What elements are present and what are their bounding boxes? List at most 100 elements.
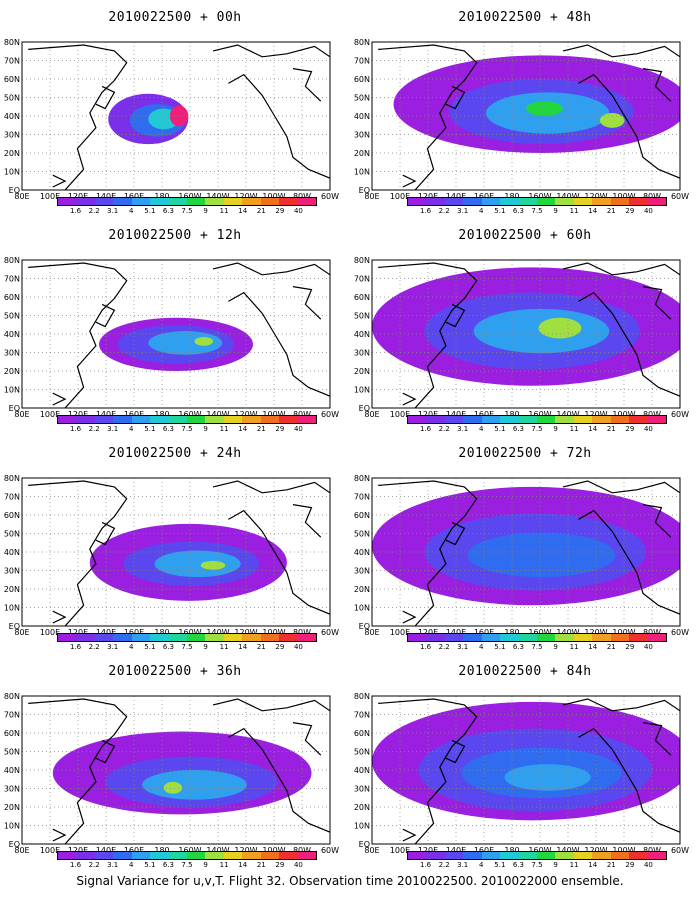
- colorbar-swatch: [592, 198, 611, 205]
- lon-label: 160E: [124, 628, 144, 637]
- variance-region: [142, 770, 247, 800]
- panel-title: 2010022500 + 48h: [458, 10, 592, 25]
- lat-label: 20N: [4, 367, 20, 376]
- coastline: [95, 85, 116, 110]
- lon-label: 120W: [584, 410, 607, 419]
- lat-label: 10N: [354, 604, 370, 613]
- map-frame: [371, 41, 681, 191]
- lon-label: 160E: [124, 192, 144, 201]
- colorbar-swatch: [647, 416, 666, 423]
- colorbar-label: 5.1: [144, 207, 156, 215]
- lon-label: 100W: [262, 846, 285, 855]
- lon-label: 180: [504, 846, 519, 855]
- coastline: [28, 480, 128, 626]
- lon-label: 160W: [528, 410, 551, 419]
- colorbar-swatch: [573, 416, 593, 423]
- coastline: [578, 727, 680, 833]
- coastline: [562, 262, 680, 276]
- lat-label: 10N: [354, 168, 370, 177]
- lat-label: EQ: [359, 622, 370, 631]
- colorbar-swatch: [168, 416, 187, 423]
- colorbar-swatch: [58, 852, 77, 859]
- lon-label: 80E: [14, 846, 29, 855]
- lat-label: 60N: [354, 75, 370, 84]
- coastline: [378, 480, 478, 626]
- colorbar-label: 7.5: [531, 861, 543, 869]
- lat-label: 30N: [354, 349, 370, 358]
- colorbar-label: 40: [643, 861, 653, 869]
- colorbar-label: 3.1: [457, 643, 469, 651]
- variance-region: [154, 550, 241, 578]
- lat-label: EQ: [359, 840, 370, 849]
- colorbar-label: 5.1: [494, 425, 506, 433]
- colorbar-label: 6.3: [512, 643, 524, 651]
- lon-label: 140E: [446, 410, 466, 419]
- lon-label: 100W: [612, 628, 635, 637]
- coastline: [28, 44, 128, 190]
- colorbar-swatch: [242, 198, 261, 205]
- colorbar-label: 2.2: [88, 207, 100, 215]
- colorbar-label: 1.6: [419, 207, 432, 215]
- lat-label: 20N: [354, 585, 370, 594]
- colorbar-label: 4: [479, 861, 484, 869]
- colorbar-label: 2.2: [88, 643, 100, 651]
- lon-label: 180: [504, 192, 519, 201]
- variance-region: [200, 560, 226, 570]
- lat-label: 20N: [354, 149, 370, 158]
- colorbar: [407, 633, 667, 642]
- lat-label: 20N: [4, 149, 20, 158]
- colorbar-label: 5.1: [494, 207, 506, 215]
- coastline: [402, 828, 417, 842]
- variance-region: [169, 105, 189, 127]
- colorbar-swatch: [223, 416, 243, 423]
- lat-label: 10N: [4, 386, 20, 395]
- coastline: [228, 73, 330, 179]
- lon-label: 100E: [40, 846, 60, 855]
- colorbar-label: 1.6: [69, 425, 82, 433]
- panel-title: 2010022500 + 60h: [458, 228, 592, 243]
- lat-label: 80N: [4, 38, 20, 47]
- colorbar-label: 2.2: [438, 861, 450, 869]
- lat-label: 70N: [354, 275, 370, 284]
- coastline: [402, 610, 417, 624]
- lat-label: 60N: [4, 75, 20, 84]
- colorbar-swatch: [536, 634, 556, 641]
- lat-label: 20N: [4, 803, 20, 812]
- colorbar-swatch: [610, 416, 630, 423]
- colorbar-label: 6.3: [512, 207, 524, 215]
- lat-label: 60N: [354, 511, 370, 520]
- colorbar-swatch: [647, 198, 666, 205]
- colorbar-swatch: [463, 852, 482, 859]
- colorbar-swatch: [444, 634, 464, 641]
- lon-label: 100E: [390, 628, 410, 637]
- lat-label: 30N: [4, 349, 20, 358]
- lat-label: 60N: [4, 729, 20, 738]
- variance-region: [467, 532, 616, 578]
- lon-label: 60W: [321, 628, 339, 637]
- colorbar-label: 11: [569, 425, 579, 433]
- colorbar-swatch: [463, 198, 482, 205]
- colorbar-label: 5.1: [144, 861, 156, 869]
- lon-label: 100W: [612, 192, 635, 201]
- colorbar-swatch: [223, 634, 243, 641]
- lat-label: 30N: [4, 785, 20, 794]
- lon-label: 80E: [14, 410, 29, 419]
- colorbar-swatch: [500, 198, 519, 205]
- colorbar-label: 40: [293, 861, 303, 869]
- coastline: [292, 722, 322, 756]
- colorbar-swatch: [260, 416, 280, 423]
- coastline: [562, 480, 680, 494]
- colorbar-label: 14: [588, 425, 598, 433]
- lat-label: 50N: [4, 530, 20, 539]
- colorbar-label: 40: [293, 425, 303, 433]
- colorbar-swatch: [131, 852, 151, 859]
- map-frame: [21, 41, 331, 191]
- map-frame: [21, 695, 331, 845]
- lon-label: 100W: [262, 410, 285, 419]
- colorbar-swatch: [481, 852, 501, 859]
- lon-label: 140E: [96, 192, 116, 201]
- lat-label: 80N: [4, 692, 20, 701]
- colorbar-swatch: [205, 634, 224, 641]
- coastline: [212, 698, 330, 712]
